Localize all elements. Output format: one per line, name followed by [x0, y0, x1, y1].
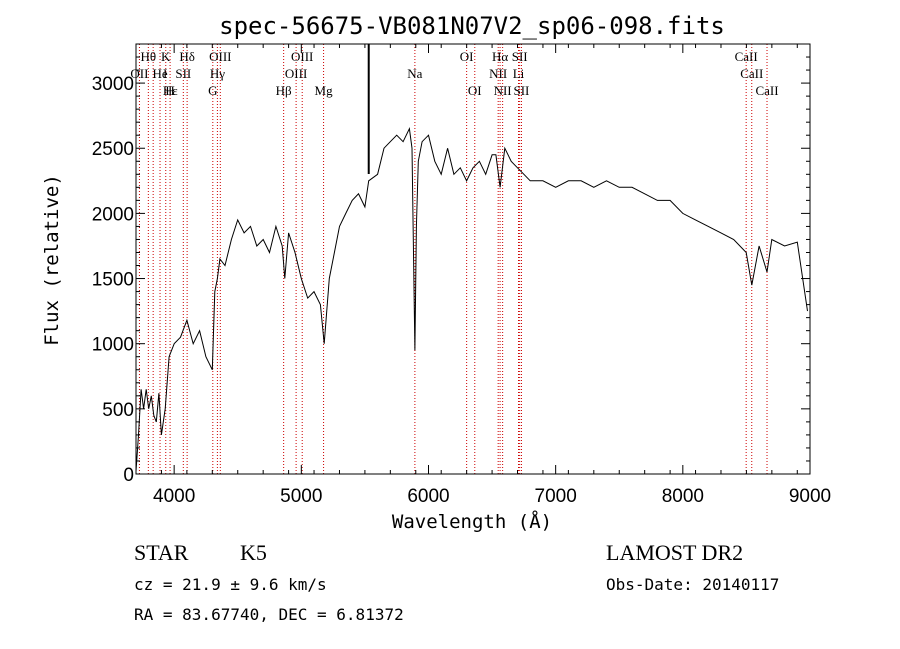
x-tick-label: 8000	[662, 486, 704, 507]
line-label: CaII	[755, 83, 778, 98]
plot-frame	[135, 43, 811, 475]
y-axis-label: Flux (relative)	[41, 174, 63, 346]
line-label: OIII	[291, 49, 313, 64]
x-tick-label: 4000	[153, 486, 195, 507]
line-label: OI	[468, 83, 482, 98]
line-label: Li	[513, 66, 525, 81]
line-label: Na	[407, 66, 422, 81]
chart-title: spec-56675-VB081N07V2_sp06-098.fits	[219, 12, 725, 40]
emission-line-markers	[138, 44, 768, 474]
y-tick-label: 1000	[92, 335, 134, 356]
y-tick-label: 2000	[92, 204, 134, 225]
object-subclass: K5	[240, 540, 267, 565]
line-label: Hθ	[141, 49, 157, 64]
line-label: OI	[460, 49, 474, 64]
y-tick-label: 1500	[92, 270, 134, 291]
line-label: He	[152, 66, 167, 81]
y-tick-label: 3000	[92, 74, 134, 95]
line-label: OII	[130, 66, 148, 81]
object-class: STAR	[134, 540, 189, 565]
line-label: CaII	[740, 66, 763, 81]
redshift-text: cz = 21.9 ± 9.6 km/s	[134, 575, 327, 594]
line-label: I	[163, 66, 167, 81]
x-tick-label: 5000	[280, 486, 322, 507]
line-label: SII	[514, 83, 530, 98]
line-label: NII	[489, 66, 507, 81]
line-label: Hγ	[210, 66, 225, 81]
obs-date: Obs-Date: 20140117	[606, 575, 779, 594]
spectrum-line	[135, 126, 808, 472]
line-label: Hδ	[179, 49, 195, 64]
line-label: CaII	[735, 49, 758, 64]
line-label: SII	[512, 49, 528, 64]
line-label: Hβ	[276, 83, 292, 98]
line-label: Hα	[492, 49, 508, 64]
line-label: OIII	[209, 49, 231, 64]
y-tick-label: 500	[102, 400, 134, 421]
y-tick-label: 0	[123, 465, 134, 486]
x-tick-label: 6000	[407, 486, 449, 507]
x-tick-label: 7000	[535, 486, 577, 507]
line-label: OIII	[285, 66, 307, 81]
line-label: Mg	[315, 83, 334, 98]
y-tick-label: 2500	[92, 139, 134, 160]
line-label: Hε	[163, 83, 178, 98]
line-label: SII	[175, 66, 191, 81]
x-axis-label: Wavelength (Å)	[392, 510, 552, 533]
line-label: K	[161, 49, 171, 64]
line-label: H	[165, 83, 174, 98]
line-label: G	[208, 83, 217, 98]
y-axis-ticks: 0 500 1000 1500 2000 2500 3000	[92, 56, 810, 486]
coordinates-text: RA = 83.67740, DEC = 6.81372	[134, 605, 404, 624]
survey-name: LAMOST DR2	[606, 540, 743, 565]
line-label: NII	[494, 83, 512, 98]
x-axis-ticks: 4000 5000 6000 7000 8000 9000	[135, 44, 831, 507]
emission-line-labels: Hθ K Hδ OIII OIII OI Hα SII CaII OII HeI SII Hγ OIII N…	[130, 49, 778, 98]
x-tick-label: 9000	[789, 486, 831, 507]
